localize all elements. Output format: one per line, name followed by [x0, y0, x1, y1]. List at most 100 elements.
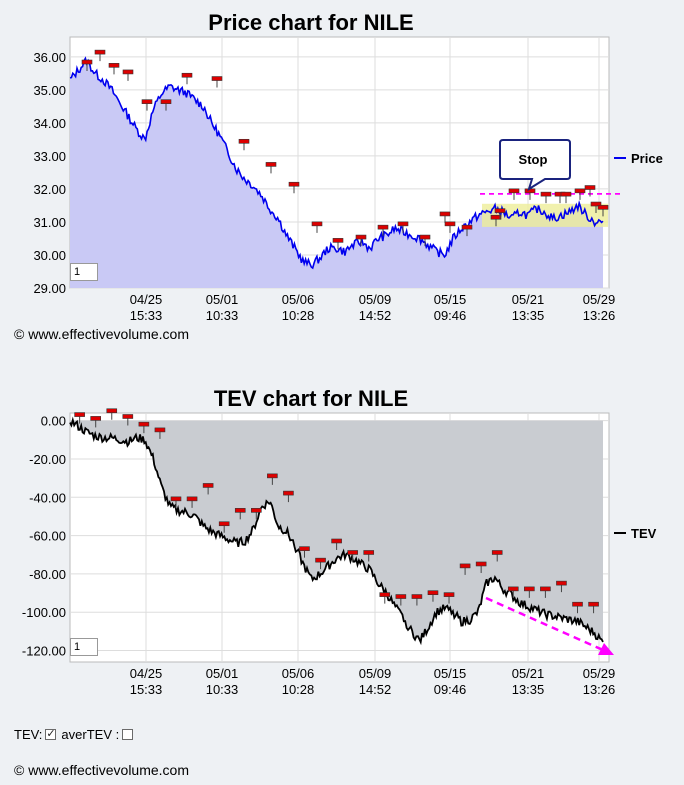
x-tick-date: 04/25 — [130, 292, 163, 307]
marker-flag — [332, 238, 344, 243]
x-tick-time: 14:52 — [359, 308, 392, 323]
marker-flag — [74, 412, 85, 417]
x-tick-date: 04/25 — [130, 666, 163, 681]
marker-flag — [395, 594, 407, 599]
x-tick-date: 05/15 — [434, 292, 467, 307]
x-tick-date: 05/21 — [512, 666, 545, 681]
tev-legend-label: TEV — [631, 526, 657, 541]
stop-callout: Stop — [499, 139, 571, 192]
marker-flag — [160, 99, 172, 104]
x-tick-time: 10:33 — [206, 308, 239, 323]
y-tick-label: -120.00 — [22, 644, 66, 659]
x-tick-time: 10:28 — [282, 308, 315, 323]
tev-gridlines — [70, 413, 609, 662]
x-tick-time: 09:46 — [434, 682, 467, 697]
tev-trend-arrow-head — [598, 643, 614, 655]
marker-flag — [590, 201, 602, 207]
marker-flag — [122, 414, 134, 419]
x-tick-time: 15:33 — [130, 682, 163, 697]
marker-flag — [181, 72, 193, 78]
marker-flag — [141, 99, 153, 104]
y-tick-label: 29.00 — [33, 281, 66, 296]
price-zoom-input[interactable]: 1 — [70, 263, 98, 281]
marker-flag — [315, 557, 326, 563]
marker-flag — [572, 601, 583, 607]
marker-flag — [218, 521, 230, 527]
marker-flag — [234, 508, 246, 513]
marker-flag — [363, 550, 375, 555]
marker-flag — [491, 550, 503, 555]
marker-flag — [202, 483, 214, 488]
marker-flag — [355, 234, 367, 240]
marker-flag — [588, 601, 599, 607]
marker-flag — [461, 224, 473, 230]
marker-flag — [584, 185, 596, 190]
marker-flag — [186, 496, 198, 502]
x-tick-date: 05/21 — [512, 292, 545, 307]
y-tick-label: 33.00 — [33, 149, 66, 164]
marker-flag — [267, 473, 278, 479]
x-tick-time: 14:52 — [359, 682, 392, 697]
y-tick-label: 30.00 — [33, 248, 66, 263]
x-tick-date: 05/15 — [434, 666, 467, 681]
price-series-line — [69, 56, 604, 270]
marker-flag — [238, 138, 250, 144]
y-tick-label: -20.00 — [29, 452, 66, 467]
marker-flag — [540, 191, 552, 197]
marker-flag — [122, 69, 134, 75]
marker-flag — [211, 76, 223, 81]
marker-flag — [283, 490, 294, 496]
marker-flag — [108, 63, 120, 68]
avertev-checkbox[interactable] — [122, 729, 134, 740]
marker-flag — [94, 49, 106, 55]
marker-flag — [574, 188, 586, 194]
y-tick-label: 36.00 — [33, 50, 66, 65]
marker-flag — [508, 188, 520, 194]
marker-flag — [311, 221, 323, 227]
y-tick-label: -60.00 — [29, 529, 66, 544]
x-tick-time: 10:28 — [282, 682, 315, 697]
tev-series-line — [69, 416, 604, 646]
marker-flag — [560, 191, 572, 197]
x-tick-time: 13:35 — [512, 682, 545, 697]
x-tick-date: 05/06 — [282, 292, 315, 307]
tev-plot-area — [69, 412, 610, 663]
x-tick-date: 05/01 — [206, 292, 239, 307]
x-tick-date: 05/29 — [583, 666, 616, 681]
price-chart-title: Price chart for NILE — [208, 10, 413, 35]
marker-flag — [288, 181, 300, 187]
tev-chart-title: TEV chart for NILE — [214, 386, 408, 411]
y-tick-label: 0.00 — [41, 414, 66, 429]
tev-toggle-label: TEV: — [14, 727, 43, 742]
marker-flag — [411, 594, 423, 599]
price-legend-label: Price — [631, 151, 663, 166]
y-tick-label: 32.00 — [33, 182, 66, 197]
y-tick-label: -100.00 — [22, 605, 66, 620]
price-range-band — [482, 203, 608, 227]
avertev-toggle-label: averTEV : — [61, 727, 120, 742]
watermark-top: © www.effectivevolume.com — [14, 326, 190, 342]
marker-flag — [490, 214, 502, 220]
marker-flag — [397, 221, 409, 227]
y-tick-label: -80.00 — [29, 567, 66, 582]
marker-flag — [331, 538, 342, 544]
series-toggles: TEV: averTEV : — [14, 727, 134, 742]
marker-flag — [427, 590, 439, 596]
y-tick-label: 35.00 — [33, 83, 66, 98]
x-tick-time: 10:33 — [206, 682, 239, 697]
price-markers — [81, 49, 609, 250]
marker-flag — [299, 546, 310, 551]
marker-flag — [507, 586, 519, 592]
x-tick-time: 13:26 — [583, 682, 616, 697]
marker-flag — [265, 162, 277, 167]
x-tick-date: 05/29 — [583, 292, 616, 307]
x-tick-time: 09:46 — [434, 308, 467, 323]
marker-flag — [419, 234, 431, 240]
y-tick-label: -40.00 — [29, 490, 66, 505]
marker-flag — [459, 563, 471, 569]
tev-checkbox[interactable] — [45, 727, 57, 740]
marker-flag — [475, 561, 487, 567]
tev-zoom-input[interactable]: 1 — [70, 638, 98, 656]
marker-flag — [556, 580, 567, 586]
marker-flag — [494, 208, 506, 213]
